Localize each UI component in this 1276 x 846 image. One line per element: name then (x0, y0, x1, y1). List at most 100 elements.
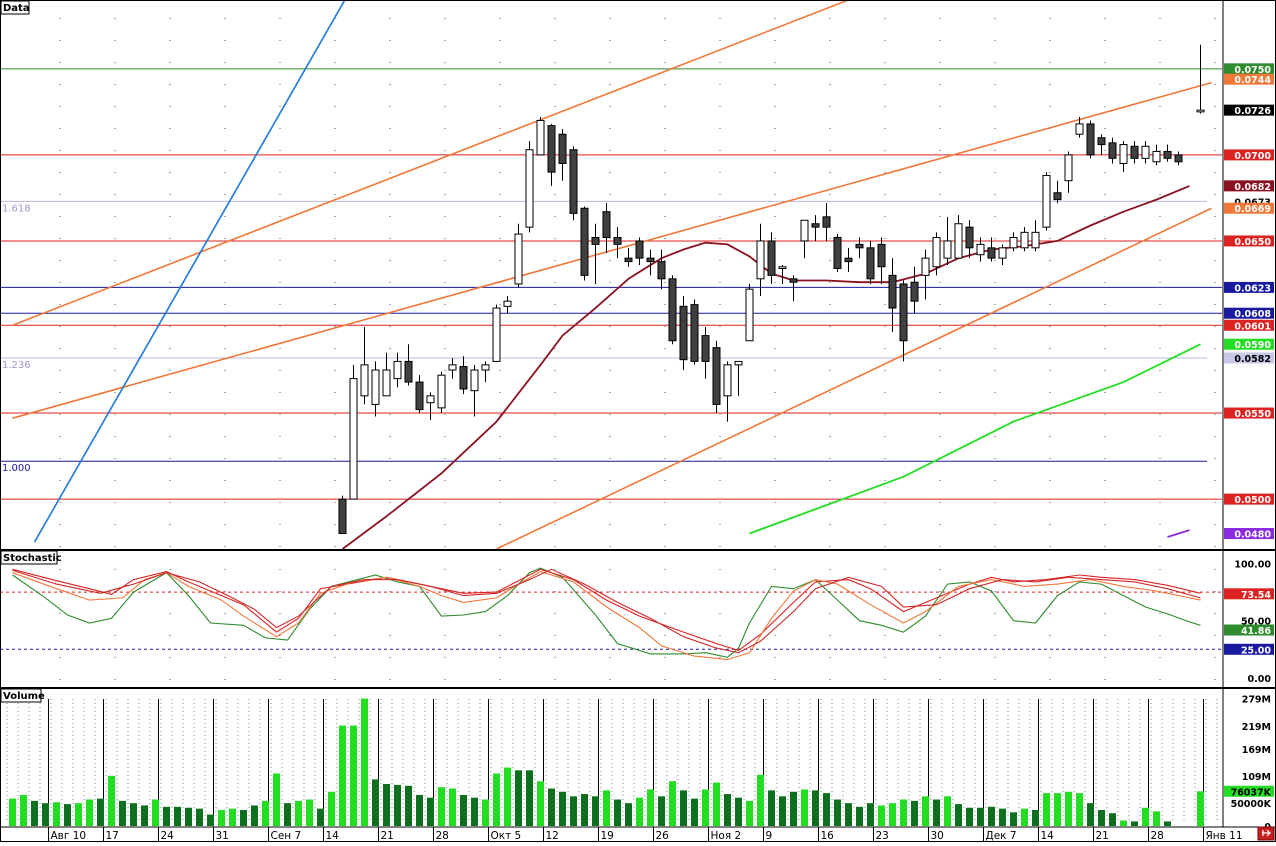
grid-dot (1049, 569, 1051, 570)
price-label-bg (1224, 407, 1274, 419)
grid-dot (939, 348, 941, 349)
grid-dot (114, 502, 116, 503)
grid-dot (1159, 679, 1161, 680)
grid-dot (664, 480, 666, 481)
price-label: 0.0669 (1234, 204, 1271, 215)
grid-dot (389, 613, 391, 614)
volume-bar (504, 767, 511, 826)
grid-dot (994, 326, 996, 327)
grid-dot (444, 18, 446, 19)
grid-dot (609, 569, 611, 570)
candle-body (558, 133, 567, 164)
grid-dot (59, 613, 61, 614)
grid-dot (829, 304, 831, 305)
grid-dot (1104, 436, 1106, 437)
volume-title-box (0, 688, 42, 703)
candle-body (1152, 150, 1161, 163)
volume-bar (317, 808, 324, 826)
grid-dot (829, 62, 831, 63)
grid-dot (224, 569, 226, 570)
stochastic-pane[interactable]: 100.00 50.00 0.00 73.54 41.86 25.00 (0, 560, 1274, 685)
candle-body (976, 243, 985, 256)
x-tick-label: Янв 11 (1206, 830, 1243, 842)
grid-dot (774, 106, 776, 107)
grid-dot (829, 414, 831, 415)
grid-dot (1104, 370, 1106, 371)
grid-dot (334, 546, 336, 547)
stochastic-title-box (0, 550, 58, 565)
grid-dot (1049, 546, 1051, 547)
grid-dot (554, 679, 556, 680)
stochastic-tick-label: 50.00 (1241, 617, 1271, 628)
volume-bar (1131, 821, 1138, 826)
candle-body (800, 219, 809, 242)
grid-dot (1049, 657, 1051, 658)
grid-dot (554, 458, 556, 459)
grid-dot (59, 546, 61, 547)
grid-dot (829, 480, 831, 481)
volume-pane[interactable]: 279M219M169M109M50000K076037K (6, 695, 1274, 833)
candle-body (943, 240, 952, 259)
grid-dot (279, 635, 281, 636)
grid-dot (169, 635, 171, 636)
grid-dot (939, 18, 941, 19)
grid-dot (1159, 150, 1161, 151)
grid-dot (829, 326, 831, 327)
grid-dot (1159, 172, 1161, 173)
x-tick-label: 28 (436, 830, 449, 842)
grid-dot (884, 172, 886, 173)
grid-dot (114, 304, 116, 305)
candle-body (426, 395, 435, 404)
grid-dot (829, 260, 831, 261)
grid-dot (114, 238, 116, 239)
grid-dot (334, 436, 336, 437)
grid-dot (334, 238, 336, 239)
volume-bar (1065, 791, 1072, 826)
stochastic-line (12, 571, 1201, 661)
grid-dot (994, 613, 996, 614)
volume-bar (625, 803, 632, 826)
grid-dot (554, 62, 556, 63)
fibonacci-levels: 1.618 1.236 1.000 (0, 200, 1207, 474)
grid-dot (334, 128, 336, 129)
grid-dot (279, 18, 281, 19)
grid-dot (1214, 326, 1216, 327)
grid-dot (939, 84, 941, 85)
candle-body (635, 240, 644, 259)
moving-average-line (749, 343, 1201, 535)
scroll-end-button[interactable] (1257, 826, 1275, 841)
grid-dot (774, 502, 776, 503)
volume-bar (790, 791, 797, 826)
volume-bar (163, 806, 170, 826)
candle-body (1075, 123, 1084, 135)
candle-body (1174, 154, 1183, 163)
grid-dot (774, 172, 776, 173)
volume-bar (1164, 821, 1171, 826)
grid-dot (884, 128, 886, 129)
grid-dot (1159, 326, 1161, 327)
grid-dot (994, 62, 996, 63)
scroll-end-icon (1262, 829, 1271, 837)
volume-bar (152, 799, 159, 826)
grid-dot (939, 679, 941, 680)
grid-dot (59, 326, 61, 327)
volume-bar (779, 796, 786, 826)
grid-dot (939, 282, 941, 283)
candle-body (965, 226, 974, 249)
grid-dot (774, 282, 776, 283)
grid-dot (719, 84, 721, 85)
grid-dot (609, 40, 611, 41)
stochastic-series (12, 567, 1201, 661)
grid-dot (334, 502, 336, 503)
grid-dot (1214, 260, 1216, 261)
grid-dot (1049, 414, 1051, 415)
grid-dot (554, 18, 556, 19)
grid-dot (994, 40, 996, 41)
grid-dot (829, 194, 831, 195)
grid-dot (609, 679, 611, 680)
grid-dot (719, 304, 721, 305)
trend-lines (12, 0, 1212, 549)
volume-bar (856, 806, 863, 826)
volume-pane-title: Volume (3, 691, 45, 702)
